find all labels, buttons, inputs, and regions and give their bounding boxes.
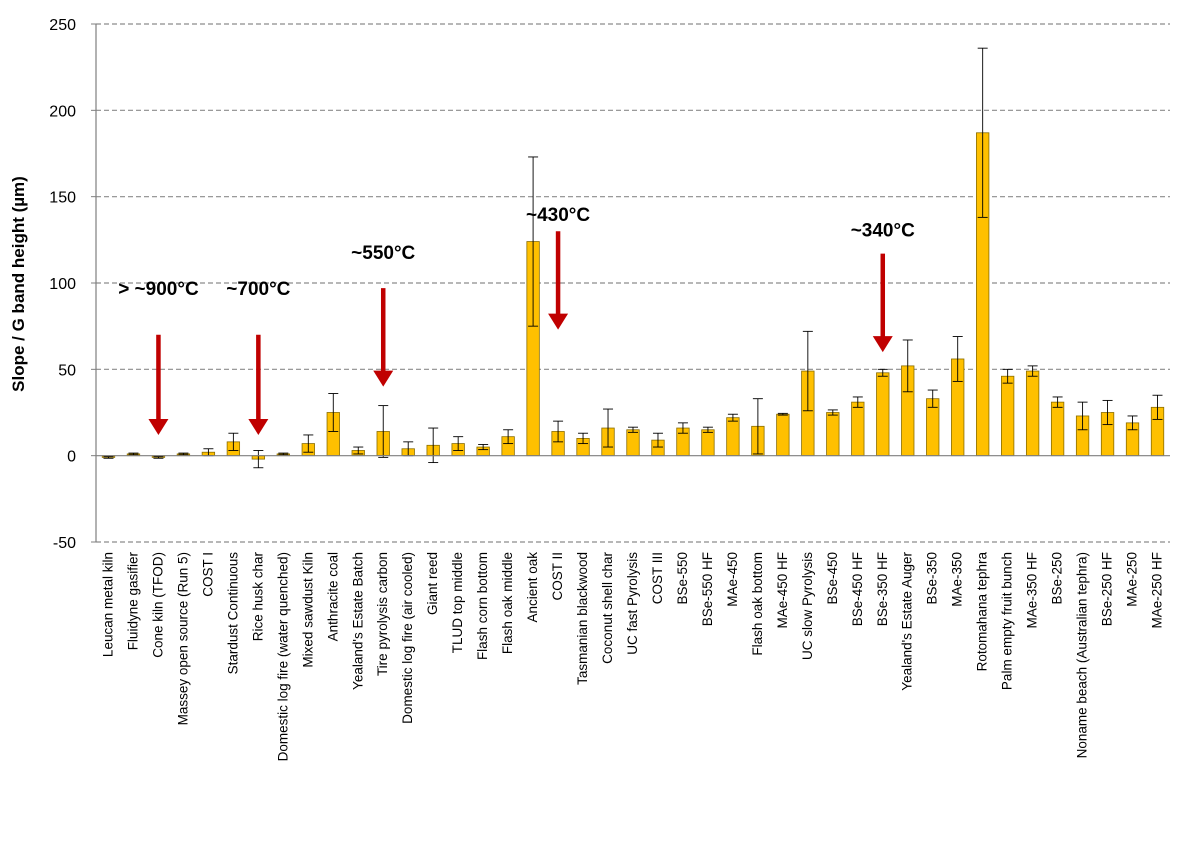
arrow-head (373, 370, 394, 387)
category-label: Cone kiln (TFOD) (150, 552, 165, 658)
category-label: BSe-350 HF (875, 552, 890, 626)
category-label: MAe-450 (725, 552, 740, 607)
y-tick-label: -50 (53, 535, 76, 552)
category-label: Domestic log fire (water quenched) (275, 552, 290, 761)
category-label: MAe-350 (950, 552, 965, 607)
y-tick-labels: -50 0 50 100 150 200 250 (49, 17, 96, 552)
y-tick-label: 50 (58, 362, 76, 379)
y-tick-label: 0 (67, 449, 76, 466)
category-label: BSe-250 HF (1100, 552, 1115, 626)
category-label: Domestic log fire (air cooled) (400, 552, 415, 724)
category-label: TLUD top middle (450, 552, 465, 653)
bar (726, 417, 740, 457)
temperature-label: ~550°C (351, 243, 415, 264)
arrow-head (148, 418, 169, 435)
category-label: COST III (650, 552, 665, 604)
category-label: Flash oak bottom (750, 552, 765, 656)
arrow-head (248, 418, 269, 435)
category-label: BSe-350 (925, 552, 940, 605)
temperature-label: ~340°C (851, 220, 915, 241)
error-bars (103, 47, 1163, 469)
category-label: Fluidyne gasifier (125, 551, 140, 650)
category-label: Leucan metal kiln (100, 552, 115, 657)
y-axis-label: Slope / G band height (µm) (9, 176, 28, 392)
category-label: Mixed sawdust Kiln (300, 552, 315, 668)
category-label: Flash corn bottom (475, 552, 490, 660)
gridlines (96, 23, 1170, 543)
category-label: Flash oak middle (500, 552, 515, 654)
category-label: MAe-350 HF (1025, 552, 1040, 629)
y-tick-label: 100 (49, 276, 76, 293)
category-label: BSe-550 (675, 552, 690, 605)
bar (1025, 370, 1040, 457)
category-label: Ancient oak (525, 552, 540, 623)
y-tick-label: 150 (49, 190, 76, 207)
bar (1001, 375, 1015, 457)
bar (876, 372, 890, 457)
category-label: BSe-450 (825, 552, 840, 605)
category-label: Palm empty fruit bunch (1000, 552, 1015, 690)
temperature-label: ~430°C (526, 205, 590, 226)
bar (1050, 401, 1065, 457)
arrow-head (872, 336, 893, 353)
category-label: Yealand's Estate Auger (900, 551, 915, 690)
category-label: COST I (200, 552, 215, 597)
category-label: Rice husk char (250, 552, 265, 642)
category-label: UC fast Pyrolysis (625, 552, 640, 655)
category-label: Stardust Continuous (225, 552, 240, 675)
category-label: Tasmanian blackwood (575, 552, 590, 685)
category-label: MAe-450 HF (775, 552, 790, 629)
category-label: Tire pyrolysis carbon (375, 552, 390, 676)
bar (701, 429, 715, 457)
category-label: Anthracite coal (325, 552, 340, 641)
category-label: Coconut shell char (600, 551, 615, 663)
category-label: Yealand's Estate Batch (350, 552, 365, 690)
category-label: Rotomahana tephra (975, 552, 990, 672)
category-label: BSe-250 (1050, 552, 1065, 605)
category-label: Noname beach (Australian tephra) (1075, 552, 1090, 758)
category-label: Massey open source (Run 5) (175, 552, 190, 725)
temperature-label: > ~900°C (118, 279, 199, 300)
bar (626, 429, 640, 457)
bar (776, 413, 790, 457)
category-label: COST II (550, 552, 565, 601)
bar (851, 401, 865, 457)
arrow-head (548, 313, 569, 330)
category-label: BSe-450 HF (850, 552, 865, 626)
category-labels: Leucan metal kiln Fluidyne gasifier Cone k… (100, 551, 1164, 761)
y-tick-label: 250 (49, 17, 76, 34)
bar (826, 412, 840, 457)
temperature-label: ~700°C (226, 279, 290, 300)
category-label: UC slow Pyrolysis (800, 552, 815, 660)
category-label: MAe-250 (1125, 552, 1140, 607)
category-label: MAe-250 HF (1150, 552, 1165, 629)
category-label: Giant reed (425, 552, 440, 615)
category-label: BSe-550 HF (700, 552, 715, 626)
y-tick-label: 200 (49, 103, 76, 120)
temperature-annotations: > ~900°C ~700°C ~550°C ~430°C ~340°C (118, 205, 915, 435)
